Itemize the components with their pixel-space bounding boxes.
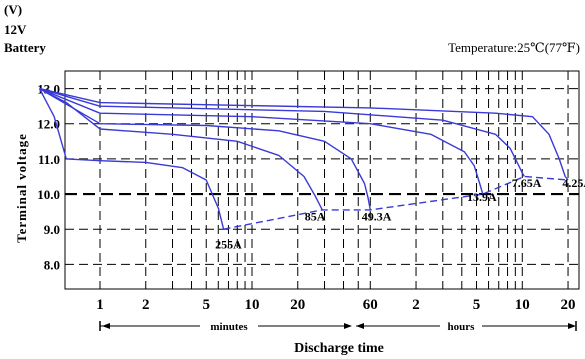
time-range-brackets: minutes hours bbox=[99, 321, 577, 333]
temperature-label: Temperature:25℃(77℉) bbox=[448, 40, 580, 55]
y-tick-label-5: 8.0 bbox=[44, 257, 60, 272]
y-tick-labels: 13.012.011.010.09.08.0 bbox=[37, 82, 60, 273]
x-tick-label-8: 10 bbox=[515, 297, 530, 313]
x-tick-label-6: 2 bbox=[412, 297, 420, 313]
minutes-arrow-start bbox=[102, 323, 110, 329]
plot-border bbox=[64, 70, 580, 290]
header-labels: (V) 12V Battery Temperature:25℃(77℉) bbox=[4, 2, 580, 55]
x-tick-label-1: 2 bbox=[142, 297, 150, 313]
x-tick-label-5: 60 bbox=[363, 297, 378, 313]
x-tick-label-7: 5 bbox=[473, 297, 481, 313]
x-tick-label-3: 10 bbox=[245, 297, 260, 313]
x-tick-label-0: 1 bbox=[96, 297, 104, 313]
curve-4-25A bbox=[39, 87, 569, 181]
curve-7-65A bbox=[39, 87, 526, 177]
curve-255A bbox=[38, 88, 225, 230]
x-tick-labels: 1 2 5 10 20 60 2 5 10 20 bbox=[96, 297, 575, 313]
x-tick-label-4: 20 bbox=[290, 297, 305, 313]
end-point-envelope bbox=[223, 175, 569, 230]
discharge-curves bbox=[38, 87, 569, 230]
y-axis-label: Terminal voltage bbox=[14, 133, 29, 243]
curve-end-labels: 255A 85A 49.3A 13.9A 7.65A 4.25A bbox=[215, 176, 585, 252]
y-tick-label-2: 11.0 bbox=[38, 152, 60, 167]
plot-frame bbox=[64, 70, 580, 290]
curve-49-3A bbox=[39, 87, 371, 211]
y-tick-label-1: 12.0 bbox=[37, 117, 60, 132]
hours-arrow-start bbox=[356, 323, 364, 329]
curve-label-0: 255A bbox=[215, 238, 242, 252]
curve-label-1: 85A bbox=[305, 209, 326, 223]
curve-label-2: 49.3A bbox=[362, 209, 392, 223]
x-axis-label: Discharge time bbox=[294, 341, 384, 356]
minutes-arrow-end bbox=[344, 323, 352, 329]
battery-voltage-label: 12V bbox=[4, 22, 27, 37]
y-tick-label-4: 9.0 bbox=[44, 222, 60, 237]
hours-label: hours bbox=[448, 321, 476, 333]
battery-label: Battery bbox=[4, 40, 46, 55]
hours-arrow-end bbox=[568, 323, 576, 329]
minutes-label: minutes bbox=[210, 321, 248, 333]
curve-label-5: 4.25A bbox=[562, 176, 585, 190]
y-tick-label-3: 10.0 bbox=[37, 187, 60, 202]
curve-label-3: 13.9A bbox=[467, 190, 497, 204]
curve-label-4: 7.65A bbox=[512, 176, 542, 190]
x-tick-label-2: 5 bbox=[202, 297, 210, 313]
unit-label: (V) bbox=[4, 2, 22, 17]
x-tick-label-9: 20 bbox=[561, 297, 576, 313]
curve-13-9A bbox=[39, 87, 484, 195]
